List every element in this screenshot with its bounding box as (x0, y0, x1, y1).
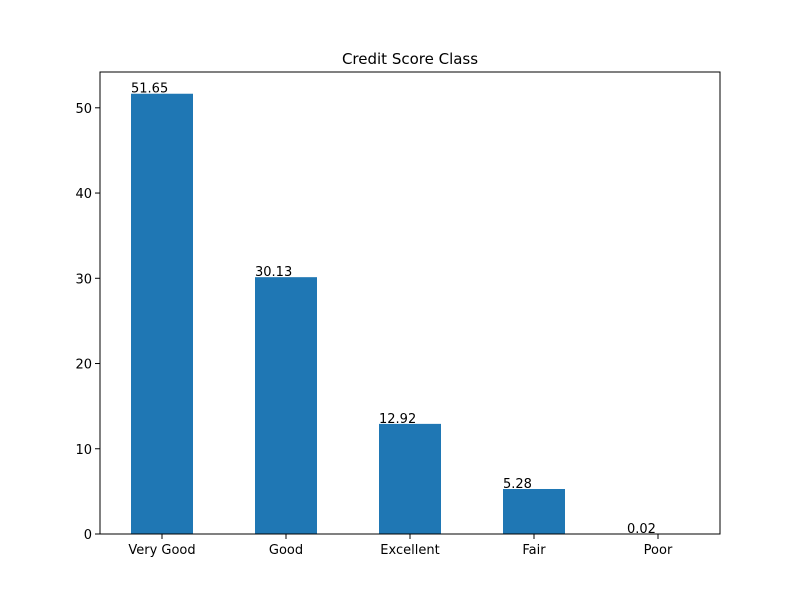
bar-fair (503, 488, 565, 534)
x-tick-label: Excellent (380, 543, 439, 558)
y-tick-label: 40 (75, 187, 92, 202)
y-tick-label: 30 (75, 272, 92, 287)
x-tick-label: Good (269, 543, 303, 558)
x-tick-label: Poor (644, 543, 673, 558)
data-label: 12.92 (379, 412, 416, 427)
chart-title: Credit Score Class (342, 50, 478, 68)
bar-good (255, 277, 317, 534)
plot-area: 51.65 30.13 12.92 5.28 0.02 Very Good Good Exce… (75, 71, 721, 558)
y-tick-label: 0 (84, 528, 92, 543)
data-label: 51.65 (131, 82, 168, 97)
bar-excellent (379, 423, 441, 534)
data-label: 30.13 (255, 265, 292, 280)
x-tick-label: Very Good (128, 543, 195, 558)
bar-very-good (131, 93, 193, 535)
y-tick-label: 20 (75, 358, 92, 373)
y-tick-label: 50 (75, 102, 92, 117)
x-tick-label: Fair (522, 543, 546, 558)
data-label: 5.28 (503, 477, 532, 492)
data-label: 0.02 (627, 522, 656, 537)
y-tick-label: 10 (75, 443, 92, 458)
